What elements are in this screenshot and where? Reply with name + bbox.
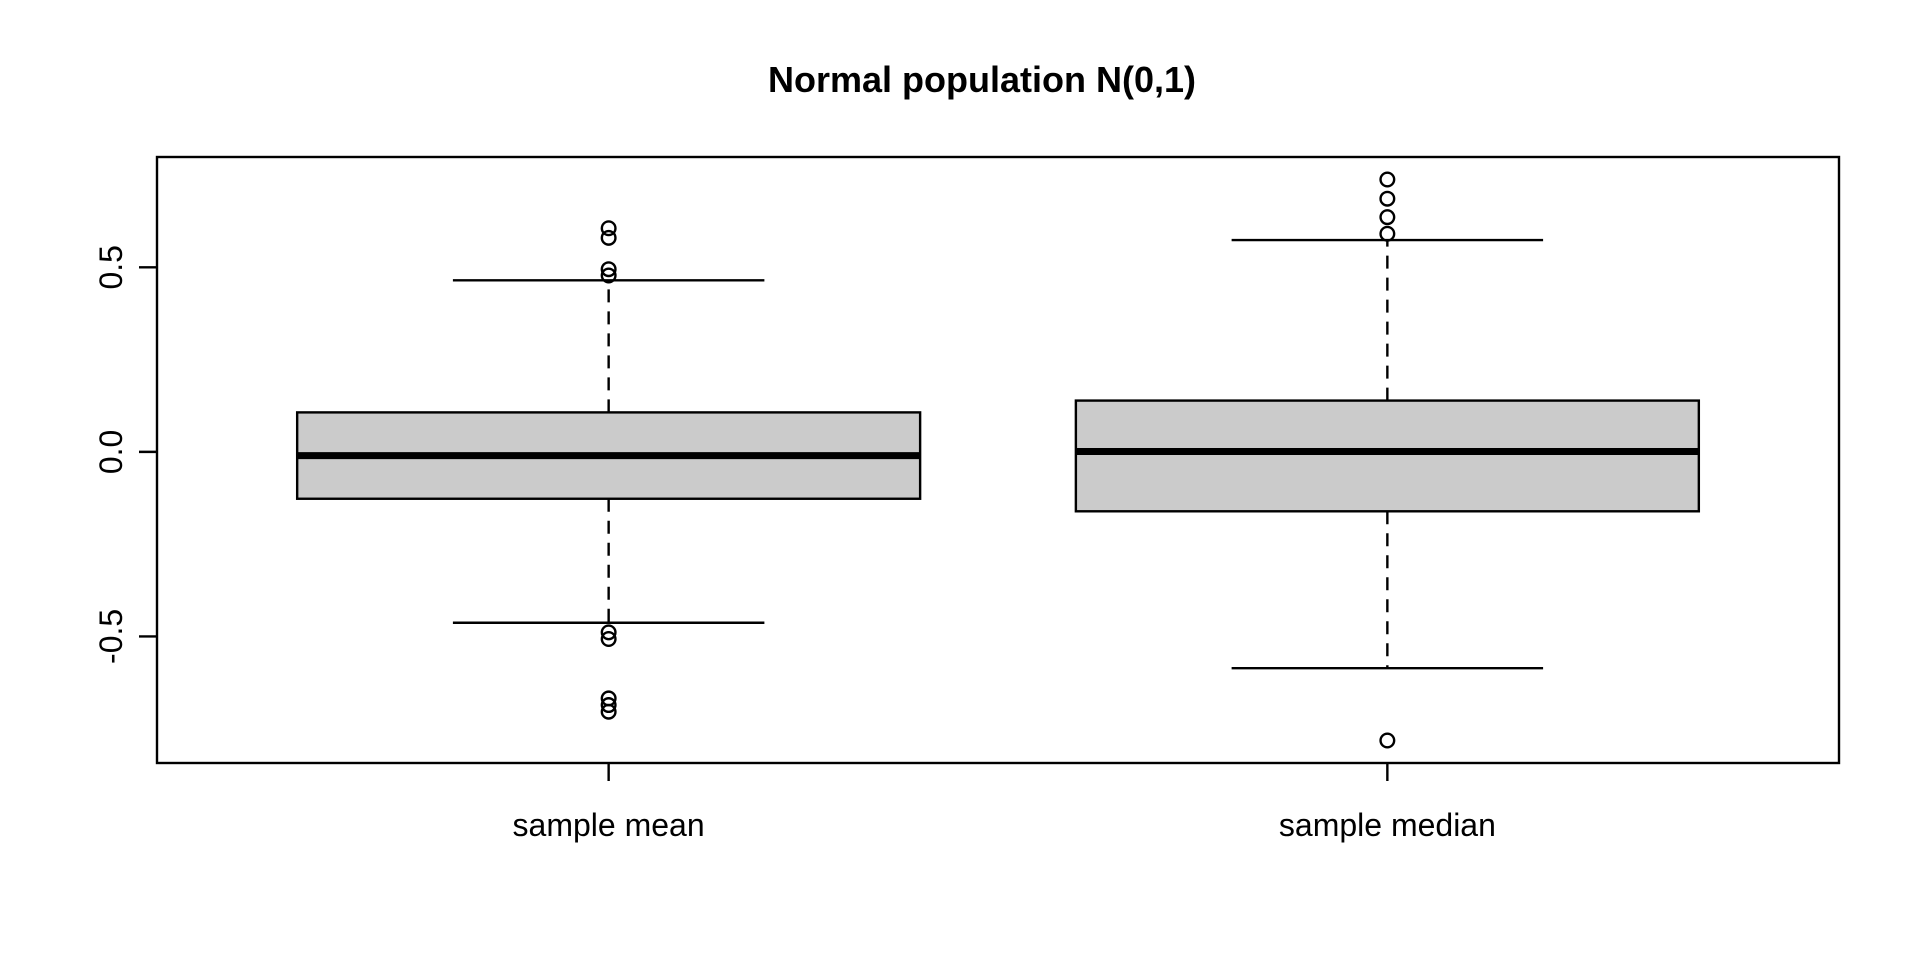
outlier-point: [600, 630, 617, 647]
chart-title: Normal population N(0,1): [768, 59, 1196, 100]
plot-border: [155, 155, 1841, 765]
outlier-point: [600, 220, 617, 237]
x-axis-category-labels: sample mean sample median: [513, 807, 1496, 843]
outlier-point: [1379, 209, 1396, 226]
outlier-point: [1379, 225, 1396, 242]
outlier-point: [1379, 171, 1396, 188]
outlier-point: [600, 261, 617, 278]
y-axis-tick-labels: 0.5 0.0 -0.5: [93, 245, 129, 664]
outlier-point: [1379, 190, 1396, 207]
outlier-point: [600, 703, 617, 720]
outlier-point: [600, 267, 617, 284]
outlier-point: [1379, 732, 1396, 749]
outlier-point: [600, 624, 617, 641]
plot-area: [139, 155, 1841, 781]
iqr-box: [1074, 399, 1701, 513]
outlier-point: [600, 697, 617, 714]
y-tick-label: 0.5: [93, 245, 129, 289]
outlier-point: [600, 229, 617, 246]
category-label-sample-mean: sample mean: [513, 807, 705, 843]
category-label-sample-median: sample median: [1279, 807, 1496, 843]
y-tick-label: -0.5: [93, 609, 129, 664]
y-tick-label: 0.0: [93, 430, 129, 474]
